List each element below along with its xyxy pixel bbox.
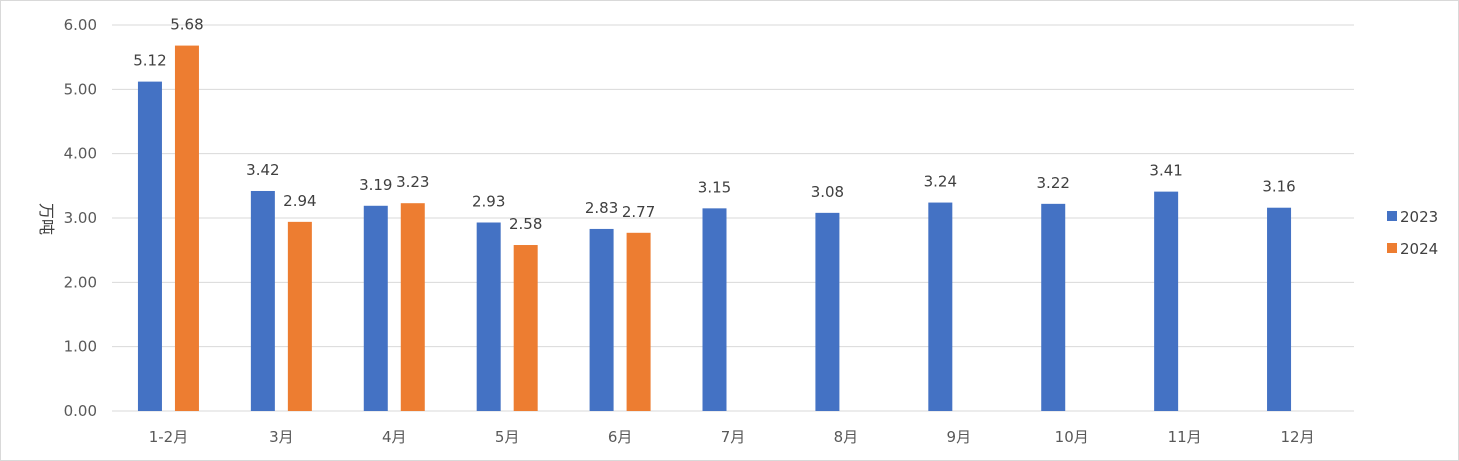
legend-swatch-2024 <box>1387 243 1397 253</box>
bar-2023 <box>1041 203 1066 411</box>
x-tick-label: 7月 <box>721 428 746 446</box>
x-tick-label: 5月 <box>495 428 520 446</box>
x-tick-label: 4月 <box>382 428 407 446</box>
data-label: 2.94 <box>283 192 316 210</box>
data-label: 3.08 <box>811 183 844 201</box>
legend-label-2024: 2024 <box>1400 240 1438 258</box>
data-label: 3.23 <box>396 173 429 191</box>
bar-2023 <box>1154 191 1179 411</box>
x-tick-label: 3月 <box>269 428 294 446</box>
y-tick-label: 6.00 <box>64 16 97 34</box>
bar-2023 <box>137 81 162 411</box>
data-label: 3.41 <box>1149 162 1182 180</box>
bar-2023 <box>702 208 727 411</box>
bar-2024 <box>287 221 312 411</box>
x-tick-label: 8月 <box>834 428 859 446</box>
data-label: 3.16 <box>1262 178 1295 196</box>
bar-2023 <box>815 212 840 411</box>
data-label: 3.42 <box>246 161 279 179</box>
y-tick-label: 4.00 <box>64 145 97 163</box>
x-axis-ticks: 1-2月 3月 4月 5月 6月 7月 8月 9月 10月 11月 12月 <box>149 428 1315 446</box>
data-label: 2.83 <box>585 199 618 217</box>
x-tick-label: 1-2月 <box>149 428 189 446</box>
x-tick-label: 6月 <box>608 428 633 446</box>
y-tick-label: 1.00 <box>64 338 97 356</box>
data-label: 3.24 <box>924 173 957 191</box>
bar-2023 <box>363 205 388 411</box>
x-tick-label: 11月 <box>1168 428 1202 446</box>
data-label: 3.22 <box>1037 174 1070 192</box>
y-axis-ticks: 0.00 1.00 2.00 3.00 4.00 5.00 6.00 <box>64 16 97 420</box>
y-tick-label: 0.00 <box>64 402 97 420</box>
data-label: 2.58 <box>509 215 542 233</box>
bar-2023 <box>1267 207 1292 411</box>
data-label: 3.15 <box>698 178 731 196</box>
bar-2023 <box>928 202 953 411</box>
x-tick-label: 12月 <box>1280 428 1314 446</box>
data-label: 5.68 <box>170 16 203 34</box>
y-axis-title: 万吨 <box>37 203 56 235</box>
data-label: 2.93 <box>472 193 505 211</box>
data-label: 3.19 <box>359 176 392 194</box>
bars <box>137 45 1292 411</box>
bar-2024 <box>626 232 651 411</box>
legend: 2023 2024 <box>1387 208 1438 258</box>
bar-2023 <box>589 228 614 411</box>
bar-2024 <box>174 45 199 411</box>
gridlines <box>112 24 1354 412</box>
x-tick-label: 9月 <box>947 428 972 446</box>
bar-2023 <box>476 222 501 411</box>
bar-2023 <box>250 190 275 411</box>
x-tick-label: 10月 <box>1055 428 1089 446</box>
legend-swatch-2023 <box>1387 211 1397 221</box>
data-labels: 5.125.68 3.422.94 3.19 3.23 2.932.58 2.83 2.77… <box>133 16 1295 233</box>
y-tick-label: 3.00 <box>64 209 97 227</box>
bar-2024 <box>400 203 425 411</box>
bar-2024 <box>513 245 538 411</box>
data-label: 2.77 <box>622 203 655 221</box>
y-tick-label: 5.00 <box>64 80 97 98</box>
legend-label-2023: 2023 <box>1400 208 1438 226</box>
data-label: 5.12 <box>133 52 166 70</box>
y-tick-label: 2.00 <box>64 273 97 291</box>
